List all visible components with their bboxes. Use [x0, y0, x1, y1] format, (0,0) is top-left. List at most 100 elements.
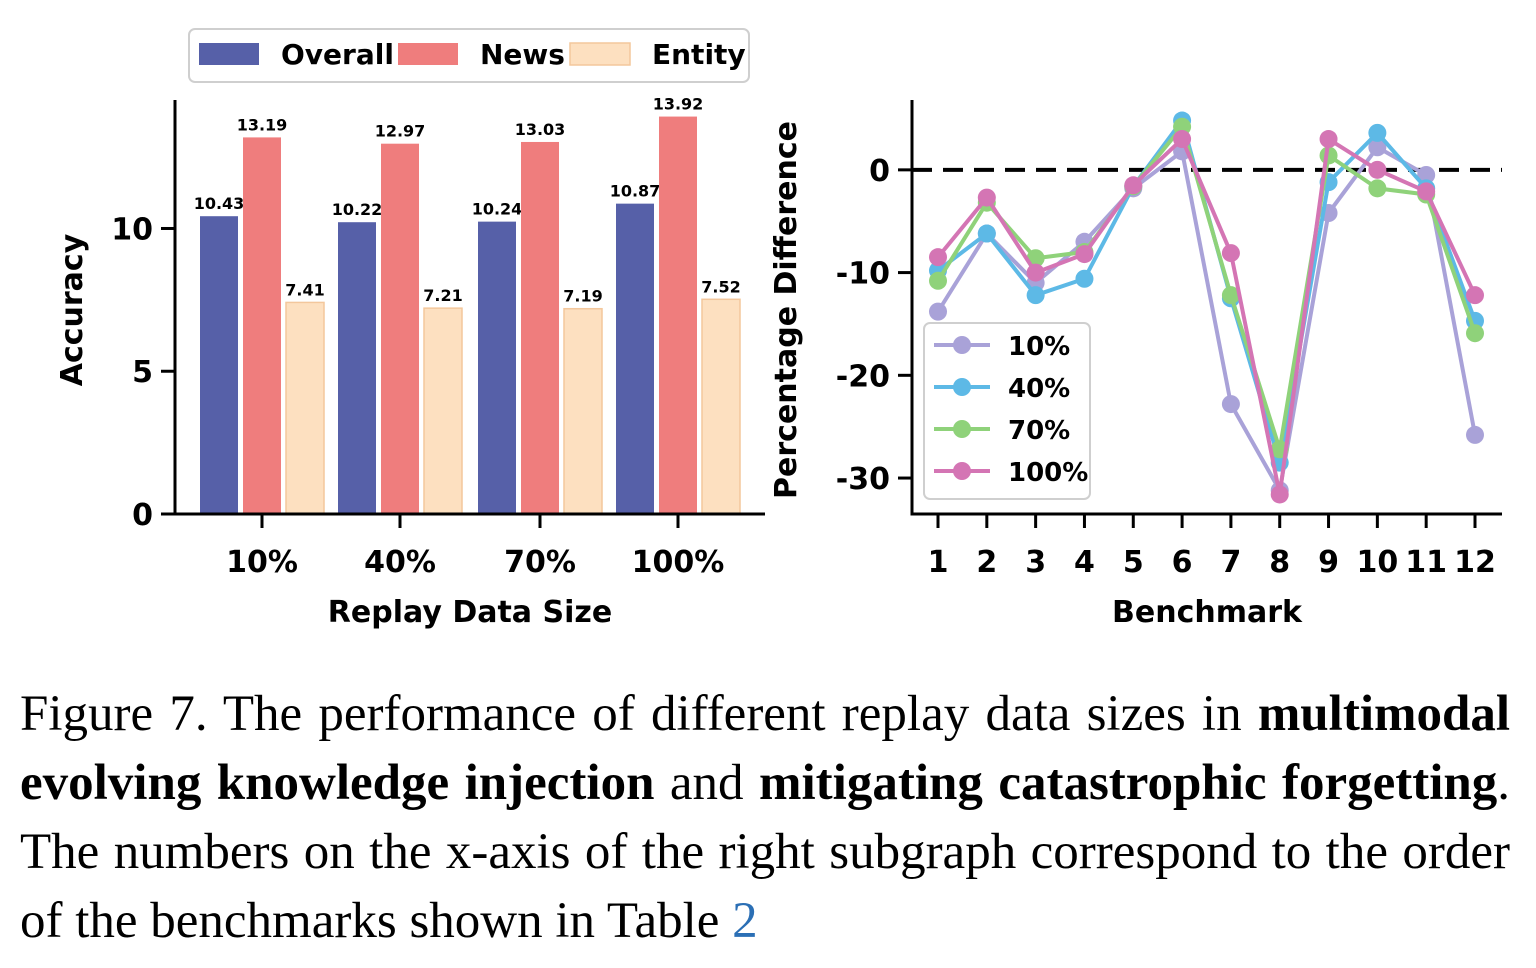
data-point-100%-10 [1368, 160, 1387, 179]
data-point-10%-1 [929, 302, 947, 321]
bar-news-100% [659, 116, 697, 514]
x-tick-label: 1 [928, 545, 949, 580]
data-point-70%-7 [1221, 286, 1240, 305]
data-point-10%-11 [1417, 165, 1436, 184]
x-tick-label: 100% [632, 545, 725, 580]
data-point-10%-12 [1466, 425, 1484, 444]
caption-text-2: and [654, 755, 760, 811]
data-point-40%-10 [1368, 123, 1387, 142]
bar-value-label: 10.22 [332, 200, 383, 219]
x-tick-label: 3 [1025, 545, 1046, 580]
data-point-100%-1 [929, 248, 947, 267]
data-point-100%-5 [1124, 176, 1143, 195]
x-tick-label: 40% [364, 545, 436, 580]
bar-value-label: 13.19 [237, 115, 288, 134]
bar-value-label: 7.21 [423, 286, 462, 305]
legend-label-news: News [480, 38, 565, 71]
data-point-100%-3 [1026, 263, 1045, 282]
legend-label-entity: Entity [652, 38, 746, 71]
y-axis-title: Accuracy [55, 233, 90, 386]
bar-value-label: 13.03 [515, 120, 566, 139]
data-point-100%-6 [1173, 130, 1192, 149]
data-point-70%-12 [1466, 324, 1484, 343]
data-point-100%-2 [977, 188, 996, 207]
x-tick-label: 9 [1318, 545, 1339, 580]
data-point-70%-10 [1368, 179, 1387, 198]
line-chart-percentage-difference: 0-10-20-301 2 3 4 5 6 7 8 9 10 11 12BenchmarkPercen… [769, 100, 1502, 630]
data-point-70%-1 [929, 271, 947, 290]
bar-value-label: 7.41 [285, 280, 324, 299]
data-point-100%-11 [1417, 182, 1436, 201]
y-tick-label: 0 [869, 154, 890, 189]
bar-news-70% [521, 141, 559, 514]
data-point-100%-8 [1270, 485, 1289, 504]
legend-label-overall: Overall [281, 38, 394, 71]
data-point-100%-4 [1075, 245, 1094, 264]
data-point-10%-7 [1221, 395, 1240, 414]
bar-entity-70% [563, 307, 603, 515]
bar-overall-70% [478, 221, 516, 514]
data-point-100%-9 [1319, 130, 1338, 149]
bar-chart-replay-data-size: 10.43 10.22 10.24 10.87 13.19 12.97 13.03 13.92… [55, 28, 765, 630]
bar-entity-40% [423, 307, 463, 515]
bar-value-label: 10.24 [472, 200, 523, 219]
bar-entity-10% [285, 301, 325, 515]
y-axis-title: Percentage Difference [769, 121, 804, 499]
y-tick-label: 0 [132, 498, 153, 533]
bar-news-40% [381, 143, 419, 514]
caption-label: Figure 7. [20, 686, 208, 742]
legend-frame [923, 322, 1091, 500]
x-tick-label: 10% [226, 545, 298, 580]
bar-value-label: 7.19 [563, 287, 602, 306]
x-tick-label: 11 [1405, 545, 1447, 580]
figure-caption: Figure 7. The performance of different r… [20, 680, 1510, 956]
x-tick-label: 12 [1454, 545, 1496, 580]
legend-label-100%: 100% [1008, 458, 1088, 488]
data-point-100%-12 [1466, 286, 1484, 305]
bar-value-label: 7.52 [701, 277, 740, 296]
legend-swatch-overall [199, 43, 259, 65]
y-tick-label: 5 [132, 355, 153, 390]
x-tick-label: 5 [1123, 545, 1144, 580]
legend-swatch-entity [569, 42, 631, 66]
x-axis-title: Benchmark [1112, 595, 1303, 630]
x-tick-label: 70% [504, 545, 576, 580]
table-reference-link[interactable]: 2 [732, 893, 758, 949]
bar-legend: Overall News Entity [188, 28, 750, 83]
y-tick-label: -20 [836, 359, 890, 394]
legend-swatch-news [398, 43, 458, 65]
legend-label-40%: 40% [1008, 374, 1070, 404]
x-tick-label: 4 [1074, 545, 1095, 580]
data-point-10%-10 [1368, 138, 1387, 157]
bar-value-label: 13.92 [653, 95, 704, 114]
legend-marker-10% [953, 336, 971, 354]
x-tick-label: 7 [1220, 545, 1241, 580]
data-point-40%-2 [977, 224, 996, 243]
bar-overall-10% [200, 216, 238, 515]
x-axis-title: Replay Data Size [328, 595, 612, 630]
legend-label-70%: 70% [1008, 416, 1070, 446]
x-tick-label: 10 [1356, 545, 1398, 580]
figure-7-charts: 10.43 10.22 10.24 10.87 13.19 12.97 13.03 13.92… [55, 28, 1502, 630]
line-legend: 10% 40% 70% 100% [923, 322, 1091, 500]
bar-overall-40% [338, 222, 376, 514]
caption-bold-1: multimodal evolving knowledge injection [20, 686, 1510, 811]
x-tick-label: 6 [1172, 545, 1193, 580]
x-tick-label: 2 [976, 545, 997, 580]
bar-value-label: 10.87 [610, 182, 661, 201]
y-tick-label: -10 [836, 257, 890, 292]
bar-overall-100% [616, 203, 654, 514]
data-point-40%-3 [1026, 286, 1045, 305]
data-point-100%-7 [1221, 244, 1240, 263]
legend-marker-40% [953, 378, 971, 396]
bar-value-label: 12.97 [375, 122, 426, 141]
data-point-40%-4 [1075, 269, 1094, 288]
y-tick-label: 10 [111, 212, 153, 247]
y-tick-label: -30 [836, 462, 890, 497]
legend-label-10%: 10% [1008, 332, 1070, 362]
legend-marker-100% [953, 462, 971, 480]
caption-text-1: The performance of different replay data… [222, 686, 1258, 742]
caption-text-3: . The numbers on the x-axis of the right… [20, 755, 1510, 949]
data-point-70%-6 [1173, 117, 1192, 136]
bar-news-10% [243, 137, 281, 514]
